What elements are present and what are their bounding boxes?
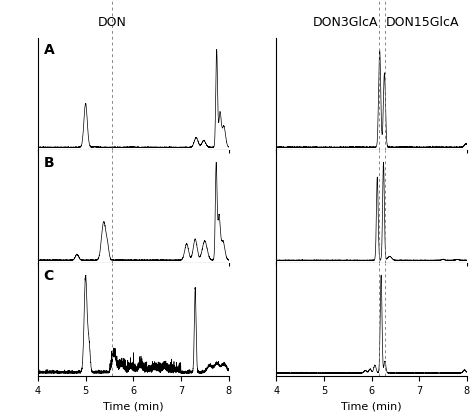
Text: A: A [44, 43, 55, 57]
Text: DON15GlcA: DON15GlcA [386, 15, 459, 28]
Text: C: C [44, 269, 54, 283]
Text: B: B [44, 156, 54, 170]
Text: DON3GlcA: DON3GlcA [312, 15, 378, 28]
X-axis label: Time (min): Time (min) [341, 401, 402, 411]
Text: DON: DON [97, 15, 126, 28]
X-axis label: Time (min): Time (min) [103, 401, 164, 411]
